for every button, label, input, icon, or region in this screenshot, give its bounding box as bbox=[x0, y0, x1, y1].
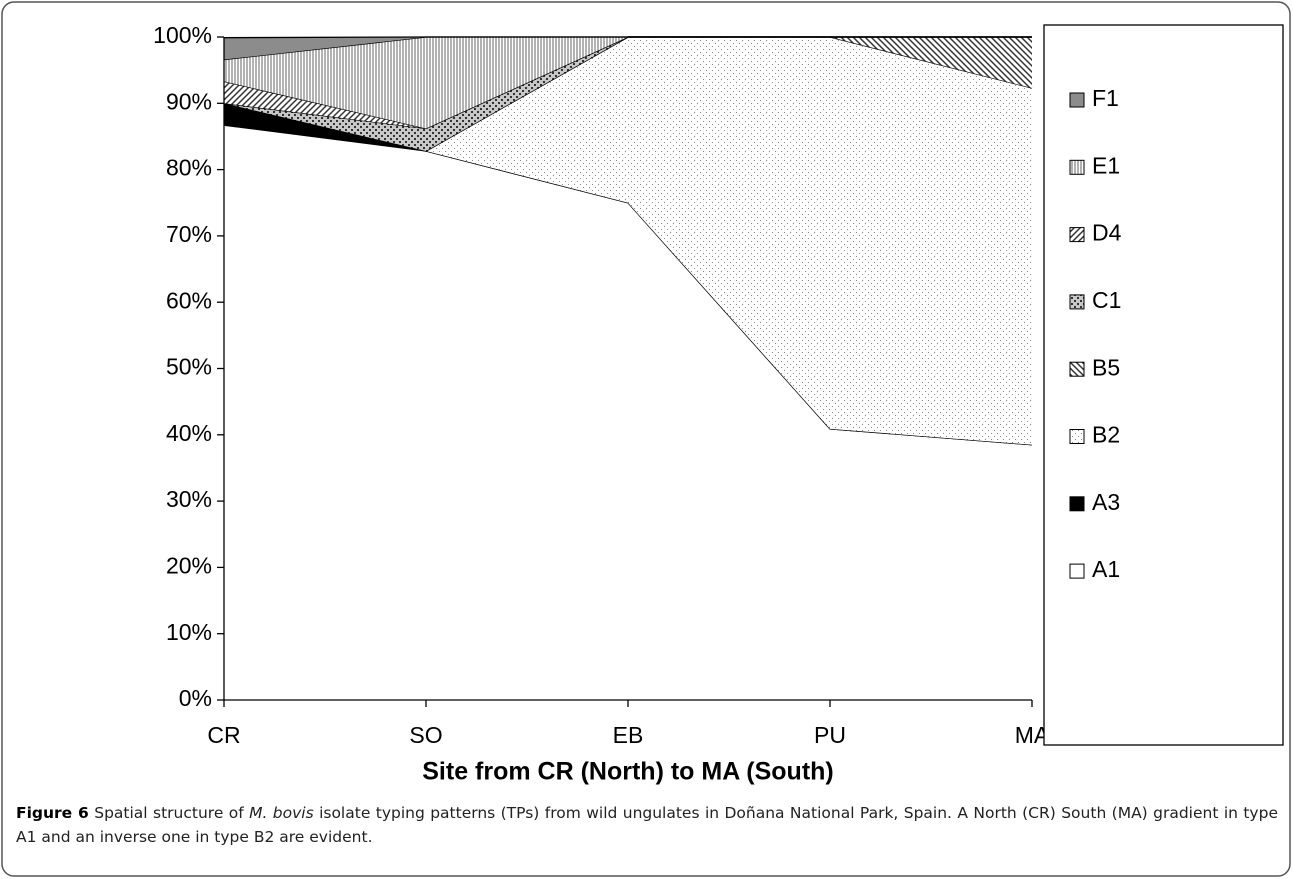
legend-label: A1 bbox=[1092, 556, 1120, 582]
caption-italic: M. bovis bbox=[249, 804, 314, 822]
y-tick-label: 100% bbox=[153, 22, 212, 48]
caption-label: Figure 6 bbox=[16, 804, 89, 822]
legend-label: D4 bbox=[1092, 220, 1122, 246]
caption-text: isolate typing patterns (TPs) from wild … bbox=[16, 804, 1278, 846]
legend-swatch bbox=[1069, 294, 1085, 310]
caption-text: Spatial structure of bbox=[94, 804, 250, 822]
y-tick-label: 70% bbox=[166, 221, 212, 247]
legend-label: B2 bbox=[1092, 422, 1120, 448]
area bbox=[224, 125, 1032, 700]
y-tick-label: 80% bbox=[166, 155, 212, 181]
legend-swatch bbox=[1069, 227, 1085, 243]
y-tick-label: 50% bbox=[166, 354, 212, 380]
y-tick-label: 40% bbox=[166, 420, 212, 446]
legend-label: A3 bbox=[1092, 489, 1120, 515]
area bbox=[224, 37, 1032, 60]
legend-label: C1 bbox=[1092, 287, 1121, 313]
legend-swatch bbox=[1069, 361, 1085, 377]
caption: Figure 6 Spatial structure of M. bovis i… bbox=[16, 801, 1278, 849]
legend-label: F1 bbox=[1092, 85, 1119, 111]
y-tick-label: 30% bbox=[166, 486, 212, 512]
area bbox=[224, 37, 1032, 129]
area-edge bbox=[223, 36, 1032, 39]
legend-swatch bbox=[1069, 159, 1085, 175]
area bbox=[224, 37, 1032, 445]
legend-swatch bbox=[1069, 563, 1085, 579]
legend-swatch bbox=[1069, 496, 1085, 512]
x-tick-label: SO bbox=[409, 722, 442, 748]
x-tick-label: CR bbox=[207, 722, 240, 748]
legend-swatch bbox=[1069, 429, 1085, 444]
legend-swatch bbox=[1069, 92, 1085, 108]
legend-label: E1 bbox=[1092, 152, 1120, 178]
legend-label: B5 bbox=[1092, 354, 1120, 380]
area bbox=[224, 37, 1032, 152]
y-tick-label: 20% bbox=[166, 552, 212, 578]
y-tick-label: 10% bbox=[166, 619, 212, 645]
y-tick-label: 0% bbox=[179, 685, 212, 711]
y-tick-label: 60% bbox=[166, 287, 212, 313]
x-tick-label: EB bbox=[613, 722, 644, 748]
x-tick-label: PU bbox=[814, 722, 846, 748]
y-tick-label: 90% bbox=[166, 88, 212, 114]
x-axis-label: Site from CR (North) to MA (South) bbox=[422, 758, 834, 786]
legend-box bbox=[1043, 24, 1284, 746]
